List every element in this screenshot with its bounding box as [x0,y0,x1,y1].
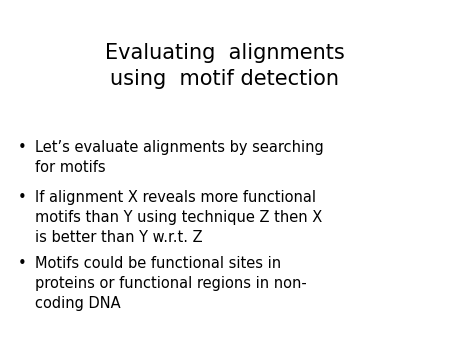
Text: Evaluating  alignments
using  motif detection: Evaluating alignments using motif detect… [105,43,345,89]
Text: If alignment X reveals more functional
motifs than Y using technique Z then X
is: If alignment X reveals more functional m… [35,190,322,245]
Text: •: • [18,140,27,155]
Text: Motifs could be functional sites in
proteins or functional regions in non-
codin: Motifs could be functional sites in prot… [35,256,307,311]
Text: •: • [18,256,27,271]
Text: Let’s evaluate alignments by searching
for motifs: Let’s evaluate alignments by searching f… [35,140,324,175]
Text: •: • [18,190,27,205]
